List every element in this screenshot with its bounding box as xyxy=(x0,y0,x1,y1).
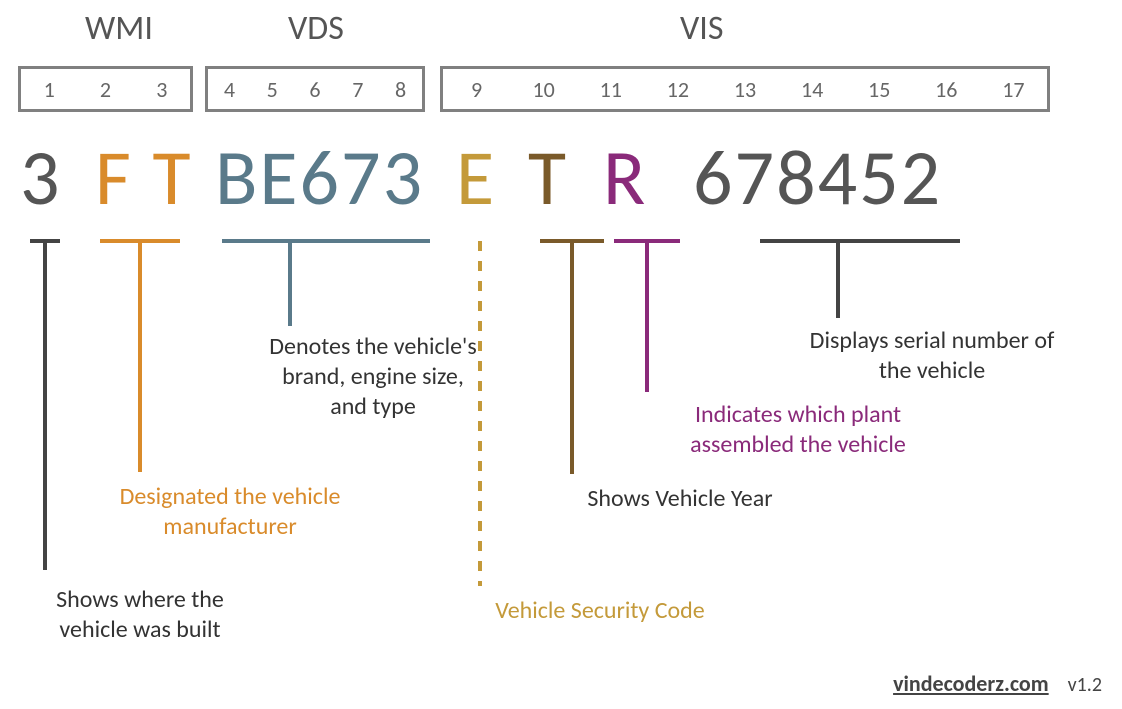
pos-num: 17 xyxy=(980,76,1047,103)
pos-num: 11 xyxy=(577,76,644,103)
pos-num: 9 xyxy=(443,76,510,103)
pos-num: 4 xyxy=(208,76,251,103)
footer: vindecoderz.com v1.2 xyxy=(893,670,1102,697)
pos-num: 12 xyxy=(644,76,711,103)
vin-seg-plant: R xyxy=(603,130,647,225)
callout-built: Shows where the vehicle was built xyxy=(30,585,250,645)
vin-seg-serial: 678452 xyxy=(693,130,942,225)
section-label-vds: VDS xyxy=(288,8,344,49)
pos-num: 7 xyxy=(336,76,379,103)
section-label-wmi: WMI xyxy=(85,8,153,49)
pos-num: 14 xyxy=(779,76,846,103)
footer-site: vindecoderz.com xyxy=(893,670,1049,697)
vin-seg-brand: BE673 xyxy=(215,130,424,225)
section-label-vis: VIS xyxy=(680,8,723,49)
pos-num: 8 xyxy=(379,76,422,103)
callout-year: Shows Vehicle Year xyxy=(560,484,800,514)
pos-num: 10 xyxy=(510,76,577,103)
callout-serial: Displays serial number of the vehicle xyxy=(792,326,1072,386)
position-box-wmi: 1 2 3 xyxy=(18,66,193,112)
position-box-vis: 9 10 11 12 13 14 15 16 17 xyxy=(440,66,1050,112)
pos-num: 13 xyxy=(711,76,778,103)
pos-num: 6 xyxy=(294,76,337,103)
pos-num: 15 xyxy=(846,76,913,103)
pos-num: 2 xyxy=(77,76,133,103)
vin-seg-manuf: F T xyxy=(95,130,192,225)
footer-version: v1.2 xyxy=(1068,673,1102,697)
callout-brand: Denotes the vehicle's brand, engine size… xyxy=(268,332,478,422)
callout-sec: Vehicle Security Code xyxy=(470,596,730,626)
vin-seg-year: T xyxy=(528,130,568,225)
pos-num: 16 xyxy=(913,76,980,103)
vin-seg-security: E xyxy=(456,130,496,225)
pos-num: 1 xyxy=(21,76,77,103)
pos-num: 3 xyxy=(134,76,190,103)
callout-plant: Indicates which plant assembled the vehi… xyxy=(648,400,948,460)
callout-manuf: Designated the vehicle manufacturer xyxy=(80,482,380,542)
pos-num: 5 xyxy=(251,76,294,103)
vin-seg-country: 3 xyxy=(20,130,62,225)
position-box-vds: 4 5 6 7 8 xyxy=(205,66,425,112)
